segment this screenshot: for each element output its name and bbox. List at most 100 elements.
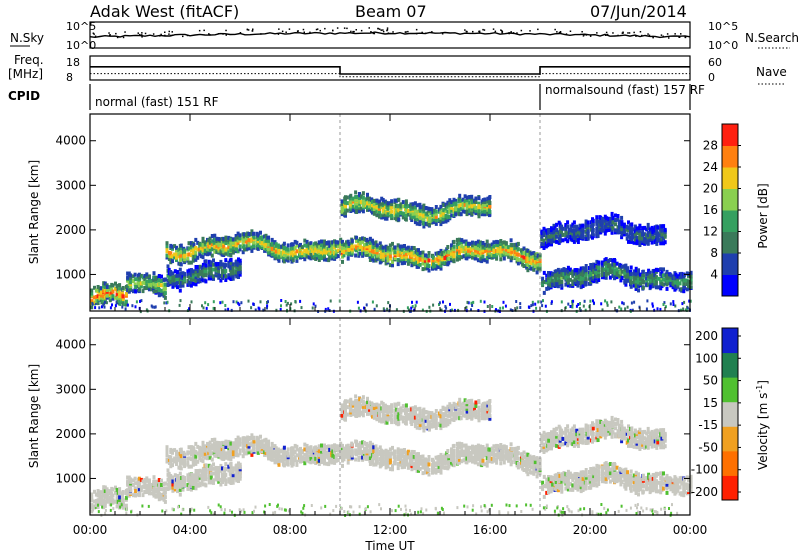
power-colorbar-tick-label: 20 — [703, 182, 718, 196]
noise-search-point — [415, 28, 418, 31]
power-cell — [171, 254, 174, 259]
power-cell — [331, 253, 335, 258]
velocity-cell — [238, 462, 242, 467]
power-cell — [349, 200, 353, 205]
noise-search-point — [652, 36, 654, 39]
velocity-cell — [224, 467, 228, 472]
power-cell — [224, 268, 228, 273]
power-cell — [611, 265, 615, 270]
power-cell — [581, 269, 585, 274]
noise-search-point — [168, 33, 170, 35]
power-cell — [608, 258, 612, 262]
power-cell — [483, 209, 487, 214]
power-cell — [143, 274, 147, 278]
power-cell — [276, 252, 280, 257]
power-cell — [615, 275, 619, 280]
noise-search-point — [678, 36, 681, 38]
power-cell — [617, 222, 621, 227]
power-cell — [381, 251, 385, 256]
power-cell — [190, 272, 194, 277]
power-cell — [212, 276, 215, 281]
power-cell — [626, 266, 630, 271]
power-cell — [680, 271, 684, 276]
power-cell — [381, 212, 385, 217]
power-cell — [340, 205, 344, 209]
power-cell — [680, 274, 684, 279]
power-cell — [190, 280, 194, 284]
power-cell — [267, 238, 271, 243]
power-cell — [383, 205, 387, 210]
power-cell — [386, 201, 390, 206]
power-cell — [393, 250, 397, 255]
power-cell — [381, 198, 385, 202]
power-cell — [303, 238, 307, 243]
power-cell — [654, 281, 658, 286]
power-cell — [467, 248, 470, 253]
power-cell — [381, 208, 385, 213]
nave-tick-bottom: 0 — [708, 71, 715, 84]
power-cell — [183, 254, 187, 259]
power-cell — [672, 303, 675, 306]
power-cell — [386, 251, 390, 256]
power-cell — [424, 256, 427, 261]
velocity-cell — [160, 478, 163, 483]
power-cell — [682, 278, 686, 283]
power-cell — [169, 243, 173, 248]
power-cell — [528, 264, 532, 269]
power-cell — [443, 261, 447, 266]
power-cell — [516, 261, 520, 266]
power-cell — [219, 262, 223, 267]
power-cell — [333, 242, 337, 247]
power-cell — [320, 256, 323, 261]
velocity-cell — [224, 472, 228, 477]
power-cell — [381, 201, 385, 206]
power-cell — [400, 261, 404, 266]
power-cell — [264, 237, 268, 242]
power-cell — [616, 214, 620, 218]
power-cell — [460, 238, 464, 243]
power-cell — [450, 243, 453, 248]
power-cell — [212, 306, 215, 310]
power-cell — [639, 276, 642, 281]
power-cell — [440, 250, 444, 255]
power-cell — [669, 283, 673, 288]
power-cell — [434, 205, 438, 209]
power-cell — [606, 266, 610, 271]
power-cell — [379, 244, 383, 249]
power-cell — [194, 270, 198, 274]
power-cell — [581, 223, 585, 228]
power-cell — [231, 248, 235, 253]
power-cell — [418, 216, 422, 221]
power-cell — [201, 262, 205, 267]
power-cell — [165, 253, 169, 258]
power-cell — [145, 282, 149, 287]
power-cell — [207, 271, 211, 276]
power-cell — [458, 253, 461, 258]
power-cell — [614, 230, 617, 235]
power-cell — [90, 305, 94, 310]
power-cell — [252, 244, 256, 249]
power-cell — [526, 255, 530, 260]
power-cell — [656, 307, 659, 311]
power-cell — [575, 238, 579, 243]
power-cell — [227, 260, 231, 265]
power-cell — [641, 231, 645, 236]
power-cell — [194, 245, 198, 250]
velocity-cell — [295, 453, 299, 458]
power-cell — [215, 239, 219, 244]
power-cell — [614, 218, 617, 222]
power-cell — [662, 267, 665, 272]
power-cell — [637, 229, 641, 233]
power-cell — [229, 237, 233, 242]
power-cell — [454, 201, 458, 206]
power-cell — [624, 274, 628, 279]
power-cell — [504, 247, 508, 252]
power-cell — [606, 261, 610, 266]
power-cell — [584, 268, 588, 272]
power-cell — [339, 244, 343, 249]
power-cell — [534, 302, 537, 306]
power-cell — [403, 250, 406, 255]
power-cell — [231, 273, 235, 278]
power-cell — [592, 274, 596, 279]
power-cell — [408, 254, 412, 259]
